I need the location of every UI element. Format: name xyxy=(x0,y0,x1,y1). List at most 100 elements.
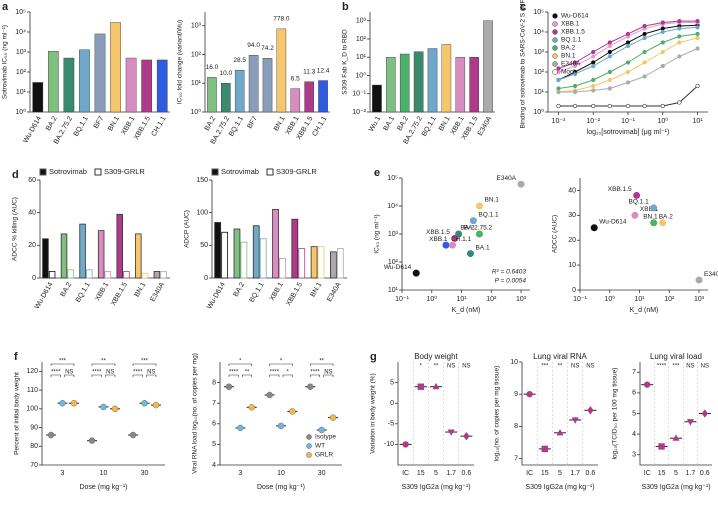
data-point xyxy=(625,43,631,49)
data-point xyxy=(631,211,639,219)
x-category-label: 1.7 xyxy=(446,470,456,477)
x-category-label: IC xyxy=(526,470,533,477)
significance-label: **** xyxy=(133,370,143,376)
legend-label: Sotrovimab xyxy=(49,167,87,176)
x-category-label: 15 xyxy=(658,470,666,477)
legend-swatch xyxy=(552,45,558,51)
y-tick-label: 100 xyxy=(196,210,208,217)
data-point xyxy=(591,49,596,55)
data-point xyxy=(572,60,578,65)
x-category-label: BQ.1.1 xyxy=(75,281,92,303)
data-point xyxy=(659,219,667,227)
point-label: BA.2 xyxy=(460,225,474,232)
data-point xyxy=(412,269,420,277)
data-point xyxy=(152,401,160,409)
panel-letter: b xyxy=(342,1,349,13)
bar xyxy=(110,22,121,113)
bar xyxy=(214,222,222,279)
legend-swatch xyxy=(39,168,47,176)
bar xyxy=(67,269,74,279)
legend-swatch xyxy=(306,434,312,440)
x-category-label: 30 xyxy=(141,470,149,477)
bar xyxy=(290,88,301,113)
bar xyxy=(97,230,105,279)
data-point xyxy=(88,437,96,444)
axis xyxy=(39,180,170,279)
data-point xyxy=(556,89,561,95)
legend-swatch xyxy=(552,37,558,43)
x-axis-label: S309 IgG2a (mg kg⁻¹) xyxy=(525,484,594,491)
data-point xyxy=(59,400,66,407)
bar xyxy=(32,82,44,113)
legend-label: BA.2 xyxy=(561,45,575,52)
x-tick-label: 10⁰ xyxy=(657,117,668,125)
point-label: XBB.1.5 xyxy=(608,186,632,193)
significance-label: * xyxy=(280,359,283,365)
data-point xyxy=(591,77,596,83)
y-tick-label: 10⁰ xyxy=(15,108,26,116)
bracket xyxy=(309,374,320,377)
y-tick-label: 10³ xyxy=(356,18,367,25)
data-point xyxy=(677,26,682,31)
bar xyxy=(79,49,90,113)
y-tick-label: 10⁴ xyxy=(533,29,544,36)
panel-letter: e xyxy=(374,167,380,179)
significance-label: ** xyxy=(558,364,563,370)
bar xyxy=(304,81,314,113)
significance-label: ** xyxy=(434,364,439,370)
x-category-label: BN.1 xyxy=(310,281,324,298)
value-label: 11.3 xyxy=(303,68,316,75)
bracket xyxy=(228,374,239,377)
value-label: 778.0 xyxy=(273,16,290,23)
data-point xyxy=(660,29,665,35)
x-tick-label: 10¹ xyxy=(456,296,467,303)
point-label: Wu-D614 xyxy=(599,218,627,225)
y-tick-label: 8 xyxy=(212,379,216,386)
legend-label: WT xyxy=(315,443,325,450)
y-tick-label: 30 xyxy=(568,212,576,219)
data-point xyxy=(475,230,483,238)
x-category-label: Wu-D614 xyxy=(206,281,227,310)
y-tick-label: 10⁴ xyxy=(15,29,26,36)
y-tick-label: 10² xyxy=(356,36,367,43)
data-point xyxy=(607,77,612,83)
point-label: CH.1.1 xyxy=(451,236,472,243)
y-tick-label: 3 xyxy=(632,452,636,459)
legend-label: S309-GRLR xyxy=(276,167,317,176)
significance-label: NS xyxy=(462,364,470,370)
significance-label: * xyxy=(287,370,290,376)
y-tick-label: 10⁰ xyxy=(533,108,544,116)
data-point xyxy=(571,417,579,424)
y-tick-label: 10⁻¹ xyxy=(352,91,366,98)
data-point xyxy=(642,103,647,109)
x-category-label: 0.6 xyxy=(700,470,710,477)
x-category-label: BA.2 xyxy=(396,115,410,132)
bar xyxy=(262,58,273,113)
y-tick-label: 50 xyxy=(200,242,208,249)
x-category-label: XBB.1 xyxy=(269,281,285,302)
y-tick-label: 8 xyxy=(514,423,518,430)
x-category-label: BA.2 xyxy=(60,281,74,298)
bar xyxy=(455,57,466,113)
x-tick-label: 10¹ xyxy=(692,118,703,125)
legend-label: Isotype xyxy=(315,434,336,441)
data-point xyxy=(307,383,314,390)
data-point xyxy=(642,23,647,29)
x-axis-label: Dose (mg kg⁻¹) xyxy=(79,484,127,491)
x-category-label: BN.1 xyxy=(134,281,148,298)
bar xyxy=(317,246,325,279)
data-point xyxy=(625,60,631,65)
significance-label: NS xyxy=(701,364,709,370)
y-axis-label: Sotrovimab IC₅₀ (ng ml⁻¹) xyxy=(2,25,9,99)
legend-swatch xyxy=(552,29,558,35)
x-category-label: 0.6 xyxy=(586,470,596,477)
panel-letter: a xyxy=(2,1,9,13)
y-tick-label: 10² xyxy=(16,69,27,76)
legend-label: GRLR xyxy=(315,452,333,459)
x-category-label: BN.1 xyxy=(438,115,452,132)
data-point xyxy=(466,250,474,258)
bar xyxy=(310,246,318,279)
data-point xyxy=(695,19,700,24)
bracket xyxy=(91,374,102,377)
